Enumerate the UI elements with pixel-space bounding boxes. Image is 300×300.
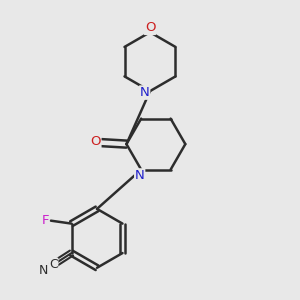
Text: O: O — [145, 21, 155, 34]
Text: O: O — [90, 135, 101, 148]
Text: N: N — [39, 264, 48, 277]
Text: N: N — [140, 86, 150, 99]
Text: N: N — [135, 169, 145, 182]
Text: C: C — [49, 258, 58, 271]
Text: F: F — [41, 214, 49, 226]
